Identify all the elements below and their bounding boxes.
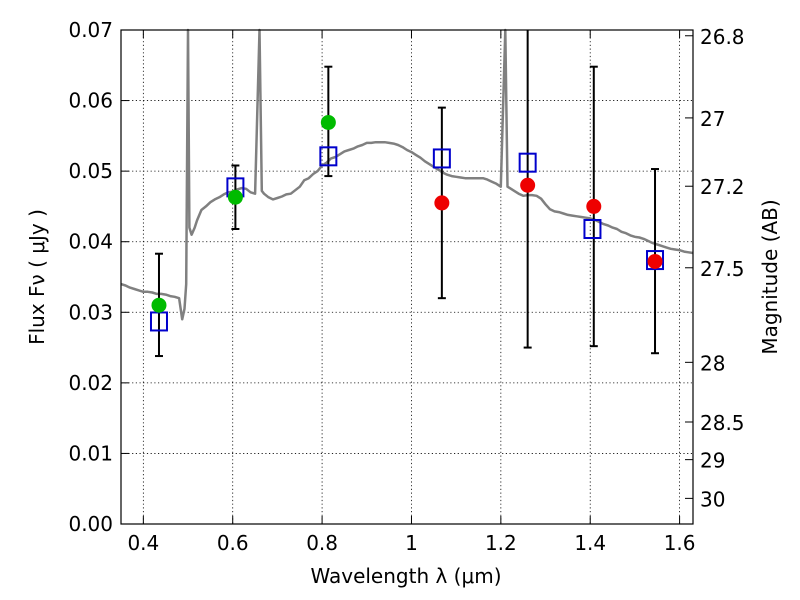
y2-tick-label: 27.5 [700, 257, 745, 281]
x-axis-ticks: 0.4 0.6 0.8 1 1.2 1.4 1.6 [127, 30, 696, 555]
y-tick-label: 0.00 [68, 512, 113, 536]
y-tick-label: 0.04 [68, 230, 113, 254]
x-axis-label: Wavelength λ (μm) [310, 564, 501, 588]
y-axis-ticks: 0.00 0.01 0.02 0.03 0.04 0.05 0.06 0.07 [68, 18, 129, 536]
model-band-square [646, 250, 665, 271]
observed-point-green [320, 114, 336, 130]
model-band-square [319, 146, 338, 167]
y-axis-label: Flux Fν ( μJy ) [25, 209, 49, 345]
grid [121, 30, 693, 524]
observed-point-red [520, 177, 536, 193]
y2-tick-label: 30 [700, 487, 725, 511]
x-tick-label: 1 [405, 531, 418, 555]
x-tick-label: 1.2 [485, 531, 517, 555]
y-tick-label: 0.01 [68, 441, 113, 465]
observed-point-red [586, 198, 602, 214]
plot-frame [120, 29, 694, 525]
model-band-square [518, 152, 537, 173]
y-tick-label: 0.06 [68, 89, 113, 113]
y-tick-label: 0.05 [68, 159, 113, 183]
observed-point-red [434, 195, 450, 211]
observed-point-green [151, 297, 167, 313]
y2-tick-label: 26.8 [700, 25, 745, 49]
y2-tick-label: 27.2 [700, 175, 745, 199]
x-tick-label: 1.6 [664, 531, 696, 555]
x-tick-label: 0.4 [127, 531, 159, 555]
x-tick-label: 1.4 [574, 531, 606, 555]
y2-tick-label: 28.5 [700, 411, 745, 435]
markers [149, 114, 665, 332]
model-band-square [583, 219, 602, 240]
y-tick-label: 0.03 [68, 300, 113, 324]
observed-point-red [647, 253, 663, 269]
y2-axis-label: Magnitude (AB) [758, 199, 782, 354]
model-band-square [432, 148, 451, 169]
y2-tick-label: 29 [700, 449, 725, 473]
y2-axis-ticks: 26.8 27 27.2 27.5 28 28.5 29 30 [685, 25, 745, 511]
x-tick-label: 0.6 [217, 531, 249, 555]
x-tick-label: 0.8 [306, 531, 338, 555]
y2-tick-label: 28 [700, 351, 725, 375]
y-tick-label: 0.07 [68, 18, 113, 42]
y-tick-label: 0.02 [68, 371, 113, 395]
y2-tick-label: 27 [700, 107, 725, 131]
observed-point-green [227, 189, 243, 205]
